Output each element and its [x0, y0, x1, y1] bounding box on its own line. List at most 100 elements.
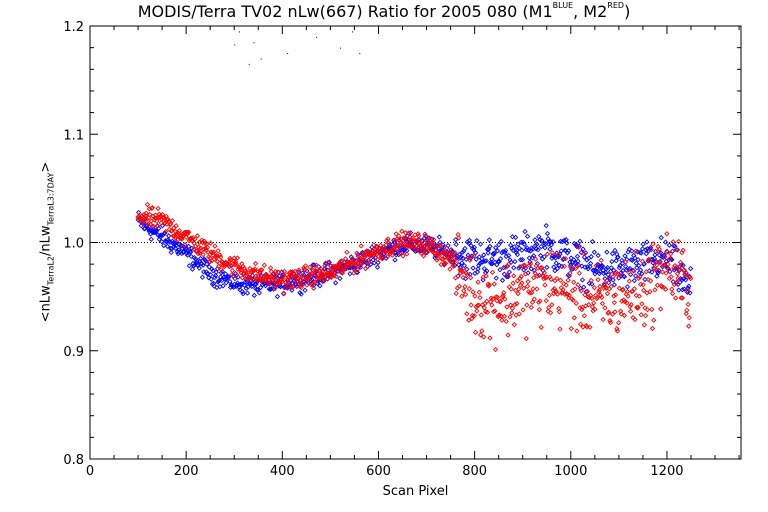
red-series-point	[593, 263, 599, 269]
red-series-point	[362, 254, 368, 260]
red-series-point	[542, 282, 548, 288]
red-series-point	[529, 299, 536, 305]
red-series-point	[441, 260, 447, 267]
red-series-point	[514, 300, 520, 307]
red-series-point	[669, 290, 676, 297]
blue-series-point	[611, 267, 617, 274]
red-series-point	[602, 305, 608, 311]
red-series-point	[411, 245, 417, 251]
red-series-point	[481, 334, 487, 340]
blue-series-point	[161, 242, 167, 249]
red-series-point	[684, 307, 690, 313]
x-tick-label: 600	[366, 464, 391, 479]
chart-title: MODIS/Terra TV02 nLw(667) Ratio for 2005…	[137, 1, 631, 21]
blue-series-point	[522, 228, 528, 235]
blue-series-point	[661, 252, 667, 258]
red-series-point	[229, 267, 236, 274]
blue-series-point	[212, 272, 219, 279]
red-series-point	[562, 256, 569, 262]
outlier-point	[287, 53, 289, 55]
red-series-point	[659, 269, 666, 275]
blue-series-point	[202, 258, 209, 264]
red-series-point	[607, 317, 613, 324]
blue-series-point	[311, 262, 317, 268]
red-series-point	[607, 320, 614, 326]
blue-series-point	[465, 252, 471, 258]
red-series-point	[358, 243, 364, 249]
red-series-point	[682, 272, 689, 278]
blue-series-point	[501, 264, 507, 271]
red-series-point	[516, 311, 522, 317]
red-series-point	[641, 287, 647, 293]
red-series-point	[566, 295, 572, 301]
red-series-point	[447, 258, 454, 265]
red-series-point	[363, 252, 369, 259]
red-series-point	[427, 246, 434, 253]
red-series-point	[172, 228, 179, 235]
red-series-point	[557, 277, 564, 283]
blue-series-point	[506, 269, 512, 275]
blue-series-point	[617, 262, 623, 269]
blue-series-point	[568, 255, 574, 261]
red-series-point	[501, 290, 507, 296]
red-series-point	[497, 298, 504, 304]
red-series-point	[459, 269, 466, 275]
red-series-point	[237, 265, 243, 272]
blue-series-point	[587, 260, 594, 267]
blue-series-point	[546, 238, 552, 245]
blue-series-point	[474, 237, 480, 244]
blue-series-point	[298, 291, 304, 297]
red-series-point	[458, 267, 464, 273]
red-series-point	[199, 239, 206, 246]
red-series-point	[252, 266, 258, 272]
red-series-point	[656, 246, 662, 252]
red-series-point	[242, 268, 249, 274]
red-series-point	[537, 265, 544, 271]
red-series-point	[295, 278, 301, 285]
red-series-point	[647, 278, 654, 284]
red-series-point	[421, 253, 427, 259]
red-series-point	[417, 247, 423, 253]
red-series-point	[549, 250, 556, 256]
blue-series-point	[496, 242, 502, 248]
red-series-point	[429, 241, 436, 248]
red-series-point	[422, 249, 429, 256]
blue-series-point	[187, 249, 194, 255]
blue-series-point	[146, 226, 152, 233]
red-series-point	[437, 244, 444, 250]
red-series-point	[647, 289, 653, 295]
red-series-point	[371, 242, 377, 248]
red-series-point	[298, 284, 304, 291]
red-series-point	[197, 245, 204, 251]
red-series-point	[409, 235, 416, 241]
red-series-point	[561, 281, 567, 287]
red-series-point	[507, 314, 513, 320]
blue-series-point	[581, 254, 587, 260]
red-series-point	[147, 221, 154, 227]
red-series-point	[342, 256, 349, 262]
red-series-point	[565, 277, 571, 283]
red-series-point	[377, 250, 383, 256]
blue-series-point	[472, 250, 479, 256]
red-series-point	[322, 263, 328, 269]
red-series-point	[418, 250, 424, 256]
blue-series-point	[672, 266, 679, 272]
red-series-point	[542, 275, 549, 281]
red-series-point	[491, 281, 497, 287]
red-series-point	[547, 310, 554, 316]
blue-series-point	[666, 242, 672, 248]
blue-series-point	[484, 268, 490, 274]
red-series-point	[215, 248, 221, 254]
blue-series-point	[626, 266, 632, 273]
blue-series-point	[612, 247, 618, 254]
red-series-point	[591, 285, 597, 291]
outlier-point	[248, 63, 250, 65]
blue-series-point	[269, 280, 276, 287]
red-series-point	[536, 299, 542, 305]
red-series-point	[494, 294, 501, 300]
blue-series-point	[503, 253, 509, 259]
red-series-point	[364, 258, 370, 265]
red-series-point	[631, 286, 637, 292]
red-series-point	[472, 329, 479, 335]
blue-series-point	[554, 265, 561, 272]
